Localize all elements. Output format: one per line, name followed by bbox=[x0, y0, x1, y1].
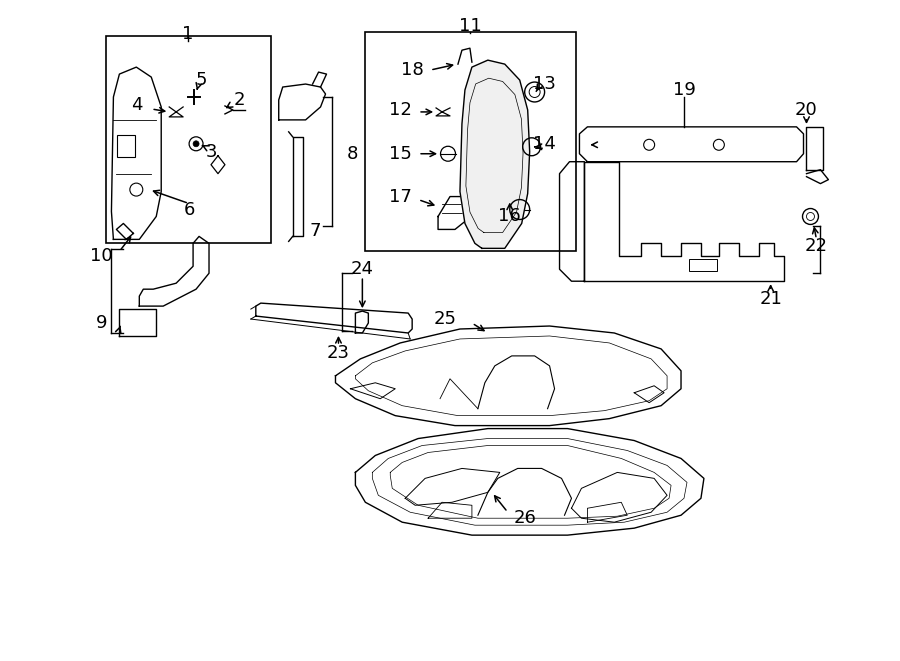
Text: 22: 22 bbox=[805, 237, 828, 255]
Bar bbox=[117, 135, 135, 157]
Text: 10: 10 bbox=[90, 247, 112, 265]
Text: 1: 1 bbox=[183, 25, 194, 43]
Text: 21: 21 bbox=[760, 290, 782, 308]
Text: 17: 17 bbox=[389, 188, 411, 206]
Text: 26: 26 bbox=[513, 509, 536, 527]
Text: 8: 8 bbox=[346, 145, 358, 163]
Bar bbox=[365, 32, 577, 251]
Text: 16: 16 bbox=[499, 208, 521, 225]
Text: 19: 19 bbox=[672, 81, 696, 99]
Circle shape bbox=[194, 141, 199, 147]
FancyArrow shape bbox=[238, 108, 242, 112]
Text: 5: 5 bbox=[195, 71, 207, 89]
Bar bbox=[689, 259, 717, 271]
Text: 2: 2 bbox=[233, 91, 245, 109]
Bar bbox=[106, 36, 271, 243]
Text: 18: 18 bbox=[400, 61, 424, 79]
Text: 23: 23 bbox=[327, 344, 350, 362]
Text: 6: 6 bbox=[184, 200, 194, 219]
Text: 3: 3 bbox=[205, 143, 217, 161]
Polygon shape bbox=[460, 60, 530, 249]
Polygon shape bbox=[336, 326, 681, 426]
Text: 25: 25 bbox=[434, 310, 456, 328]
Text: 11: 11 bbox=[458, 17, 482, 35]
Text: 12: 12 bbox=[389, 101, 411, 119]
Text: 15: 15 bbox=[389, 145, 411, 163]
Text: 20: 20 bbox=[795, 101, 818, 119]
Text: 14: 14 bbox=[533, 135, 556, 153]
Polygon shape bbox=[356, 428, 704, 535]
Text: 7: 7 bbox=[310, 222, 321, 241]
Text: 9: 9 bbox=[95, 314, 107, 332]
Text: 13: 13 bbox=[533, 75, 556, 93]
Text: 24: 24 bbox=[351, 260, 374, 278]
Text: 4: 4 bbox=[130, 96, 142, 114]
